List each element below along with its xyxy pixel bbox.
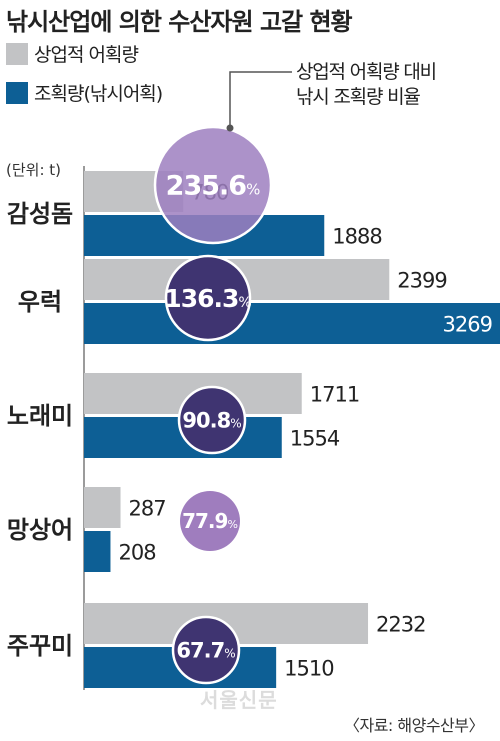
- value-label: 1711: [310, 383, 359, 407]
- value-label: 1554: [290, 427, 340, 451]
- value-label: 1888: [332, 225, 381, 249]
- ratio-circle: [180, 491, 240, 551]
- ratio-label: 90.8%: [182, 409, 241, 433]
- value-label: 1510: [284, 657, 333, 681]
- callout-leader-dot: [226, 124, 234, 132]
- category-label: 망상어: [7, 516, 73, 544]
- value-label: 287: [129, 497, 166, 521]
- bar-fishing: [84, 303, 500, 344]
- category-label: 감성돔: [7, 200, 73, 228]
- ratio-callout: 상업적 어획량 대비 낚시 조획량 비율: [296, 60, 500, 110]
- legend-swatch-fishing: [6, 81, 28, 104]
- ratio-circle: [153, 125, 273, 245]
- value-label: 208: [118, 541, 155, 565]
- unit-label: (단위: t): [6, 161, 62, 179]
- value-label: 2399: [397, 269, 446, 293]
- ratio-label: 235.6%: [166, 171, 261, 202]
- legend-label-commercial: 상업적 어획량: [34, 44, 139, 66]
- legend-label-fishing: 조획량(낚시어획): [34, 83, 163, 105]
- callout-leader-line: [229, 71, 292, 128]
- watermark-text: 서울신문: [200, 688, 278, 712]
- legend-swatch-commercial: [6, 42, 28, 65]
- value-label: 2232: [376, 613, 425, 637]
- ratio-circle: [171, 615, 241, 685]
- ratio-callout-line2: 낚시 조획량 비율: [296, 86, 421, 108]
- bar-commercial: [84, 487, 121, 528]
- ratio-label: 136.3%: [164, 284, 251, 313]
- ratio-callout-line1: 상업적 어획량 대비: [296, 61, 437, 83]
- ratio-label: 67.7%: [176, 639, 235, 663]
- chart-title: 낚시산업에 의한 수산자원 고갈 현황: [6, 8, 353, 36]
- legend-item-commercial: 상업적 어획량: [6, 40, 139, 67]
- value-label: 3269: [443, 313, 492, 337]
- ratio-circle: [164, 254, 252, 342]
- legend-item-fishing: 조획량(낚시어획): [6, 79, 163, 106]
- category-label: 주꾸미: [7, 632, 73, 660]
- ratio-label: 77.9%: [182, 509, 238, 533]
- ratio-circle: [177, 385, 247, 455]
- bar-fishing: [84, 531, 111, 572]
- category-label: 우럭: [18, 288, 62, 316]
- category-label: 노래미: [7, 402, 73, 430]
- source-note: 〈자료: 해양수산부〉: [343, 716, 485, 735]
